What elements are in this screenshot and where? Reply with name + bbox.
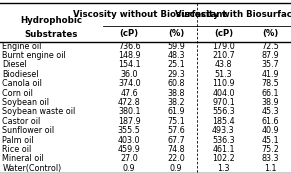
Text: 45.3: 45.3 [262, 107, 279, 116]
Text: 29.3: 29.3 [167, 70, 185, 79]
Text: 403.0: 403.0 [118, 136, 141, 145]
Text: 110.9: 110.9 [212, 79, 235, 88]
Text: 736.6: 736.6 [118, 42, 141, 51]
Text: Water(Control): Water(Control) [2, 164, 62, 173]
Text: (%): (%) [168, 29, 184, 38]
Text: Burnt engine oil: Burnt engine oil [2, 51, 66, 60]
Text: Sunflower oil: Sunflower oil [2, 126, 54, 135]
Text: 72.5: 72.5 [262, 42, 279, 51]
Text: 25.1: 25.1 [167, 61, 185, 70]
Text: Rice oil: Rice oil [2, 145, 32, 154]
Text: 57.6: 57.6 [167, 126, 185, 135]
Text: 74.8: 74.8 [168, 145, 185, 154]
Text: 472.8: 472.8 [118, 98, 141, 107]
Text: 40.9: 40.9 [262, 126, 279, 135]
Text: 36.0: 36.0 [120, 70, 138, 79]
Text: 61.9: 61.9 [168, 107, 185, 116]
Text: 38.9: 38.9 [262, 98, 279, 107]
Text: Soybean waste oil: Soybean waste oil [2, 107, 76, 116]
Text: (cP): (cP) [214, 29, 233, 38]
Text: 66.1: 66.1 [262, 89, 279, 98]
Text: 556.3: 556.3 [212, 107, 235, 116]
Text: 45.1: 45.1 [262, 136, 279, 145]
Text: 404.0: 404.0 [212, 89, 235, 98]
Text: 83.3: 83.3 [262, 154, 279, 163]
Text: 51.3: 51.3 [214, 70, 232, 79]
Text: Substrates: Substrates [25, 30, 78, 39]
Text: Viscosity without Biosurfactant: Viscosity without Biosurfactant [73, 10, 227, 19]
Text: 87.9: 87.9 [262, 51, 279, 60]
Text: 179.0: 179.0 [212, 42, 235, 51]
Text: 48.3: 48.3 [168, 51, 185, 60]
Text: 1.1: 1.1 [264, 164, 277, 173]
Text: Engine oil: Engine oil [2, 42, 42, 51]
Text: 27.0: 27.0 [120, 154, 138, 163]
Text: Biodiesel: Biodiesel [2, 70, 39, 79]
Text: 355.5: 355.5 [118, 126, 141, 135]
Text: 78.5: 78.5 [262, 79, 279, 88]
Text: 75.2: 75.2 [262, 145, 279, 154]
Text: 61.6: 61.6 [262, 117, 279, 126]
Text: 1.3: 1.3 [217, 164, 230, 173]
Text: 536.3: 536.3 [212, 136, 235, 145]
Text: 185.4: 185.4 [212, 117, 235, 126]
Text: 493.3: 493.3 [212, 126, 235, 135]
Text: 380.1: 380.1 [118, 107, 141, 116]
Text: 154.1: 154.1 [118, 61, 141, 70]
Text: Palm oil: Palm oil [2, 136, 34, 145]
Text: 461.1: 461.1 [212, 145, 235, 154]
Text: 187.9: 187.9 [118, 117, 141, 126]
Text: 67.7: 67.7 [167, 136, 185, 145]
Text: 38.8: 38.8 [168, 89, 185, 98]
Text: 47.6: 47.6 [120, 89, 138, 98]
Text: 970.1: 970.1 [212, 98, 235, 107]
Text: 38.2: 38.2 [168, 98, 185, 107]
Text: 43.8: 43.8 [215, 61, 232, 70]
Text: (%): (%) [262, 29, 278, 38]
Text: 0.9: 0.9 [170, 164, 183, 173]
Text: Castor oil: Castor oil [2, 117, 40, 126]
Text: 35.7: 35.7 [262, 61, 279, 70]
Text: 59.9: 59.9 [167, 42, 185, 51]
Text: Mineral oil: Mineral oil [2, 154, 44, 163]
Text: Viscosity with Biosurfactant: Viscosity with Biosurfactant [175, 10, 291, 19]
Text: Soybean oil: Soybean oil [2, 98, 49, 107]
Text: Canola oil: Canola oil [2, 79, 42, 88]
Text: 459.9: 459.9 [118, 145, 141, 154]
Text: Diesel: Diesel [2, 61, 27, 70]
Text: 22.0: 22.0 [167, 154, 185, 163]
Text: 210.7: 210.7 [212, 51, 235, 60]
Text: 102.2: 102.2 [212, 154, 235, 163]
Text: 0.9: 0.9 [123, 164, 136, 173]
Text: 60.8: 60.8 [168, 79, 185, 88]
Text: Hydrophobic: Hydrophobic [20, 16, 82, 25]
Text: 374.0: 374.0 [118, 79, 141, 88]
Text: (cP): (cP) [120, 29, 139, 38]
Text: 75.1: 75.1 [167, 117, 185, 126]
Text: Corn oil: Corn oil [2, 89, 33, 98]
Text: 41.9: 41.9 [262, 70, 279, 79]
Text: 148.9: 148.9 [118, 51, 141, 60]
